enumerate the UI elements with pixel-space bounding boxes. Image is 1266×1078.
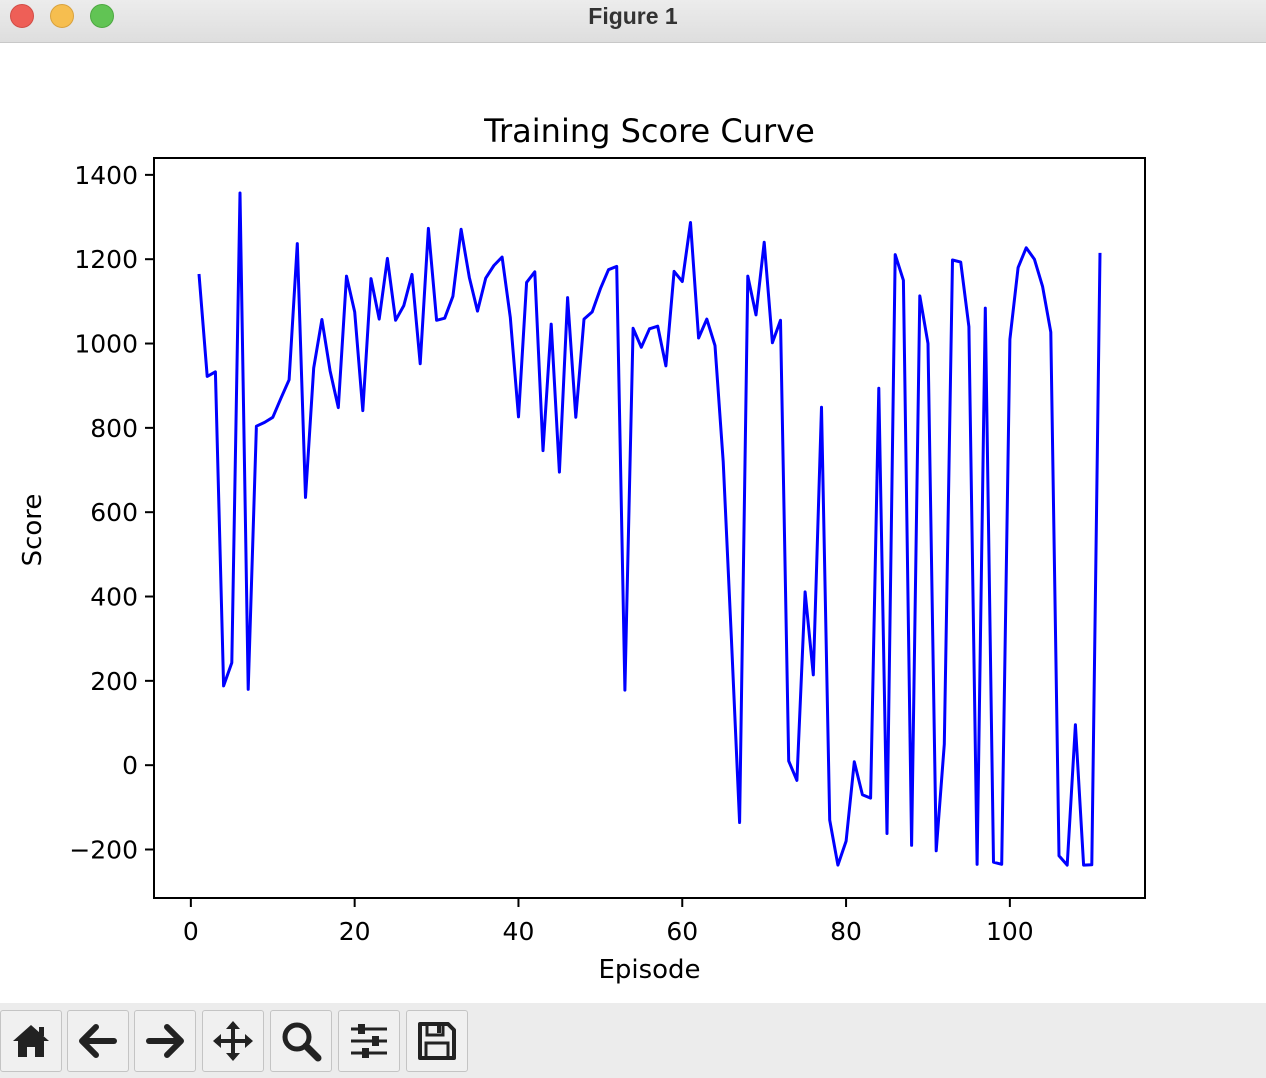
save-icon (418, 1022, 456, 1060)
x-tick-label: 100 (986, 917, 1034, 946)
y-tick-label: 1400 (74, 161, 138, 190)
window-title: Figure 1 (588, 3, 678, 29)
maximize-window-button[interactable] (90, 4, 114, 28)
y-tick-label: 1000 (74, 330, 138, 359)
minimize-window-button[interactable] (50, 4, 74, 28)
zoom-icon (282, 1022, 322, 1062)
y-axis: −200 0 200 400 600 800 1000 1200 1400 (69, 161, 154, 865)
close-window-button[interactable] (10, 4, 34, 28)
plot-frame (153, 157, 1146, 899)
x-tick-label: 40 (503, 917, 535, 946)
y-tick-label: 0 (122, 751, 138, 780)
figure-canvas[interactable]: −200 0 200 400 600 800 1000 1200 1400 0 20 40 60 80 1… (0, 43, 1266, 1003)
pan-button[interactable] (202, 1010, 264, 1072)
save-button[interactable] (406, 1010, 468, 1072)
window-titlebar: Figure 1 (0, 0, 1266, 43)
forward-arrow-icon (146, 1024, 184, 1058)
navigation-toolbar (0, 1003, 1266, 1078)
configure-subplots-button[interactable] (338, 1010, 400, 1072)
chart-title: Training Score Curve (483, 112, 815, 150)
forward-button[interactable] (134, 1010, 196, 1072)
y-tick-label: 200 (90, 667, 138, 696)
x-tick-label: 60 (666, 917, 698, 946)
y-tick-label: −200 (69, 836, 138, 865)
x-axis-label: Episode (598, 955, 700, 985)
home-icon (13, 1025, 49, 1057)
pan-icon (213, 1021, 253, 1061)
y-tick-label: 600 (90, 498, 138, 527)
x-tick-label: 0 (183, 917, 199, 946)
plot-area (154, 158, 1145, 898)
back-button[interactable] (67, 1010, 129, 1072)
zoom-button[interactable] (270, 1010, 332, 1072)
x-axis: 0 20 40 60 80 100 (183, 898, 1034, 946)
home-button[interactable] (0, 1010, 62, 1072)
y-tick-label: 800 (90, 414, 138, 443)
y-axis-label: Score (18, 494, 48, 567)
back-arrow-icon (79, 1024, 117, 1058)
x-tick-label: 20 (339, 917, 371, 946)
line-chart: −200 0 200 400 600 800 1000 1200 1400 0 20 40 60 80 1… (18, 112, 1146, 985)
x-tick-label: 80 (830, 917, 862, 946)
y-tick-label: 1200 (74, 245, 138, 274)
y-tick-label: 400 (90, 583, 138, 612)
configure-subplots-icon (351, 1024, 387, 1058)
series-line (197, 191, 1102, 867)
